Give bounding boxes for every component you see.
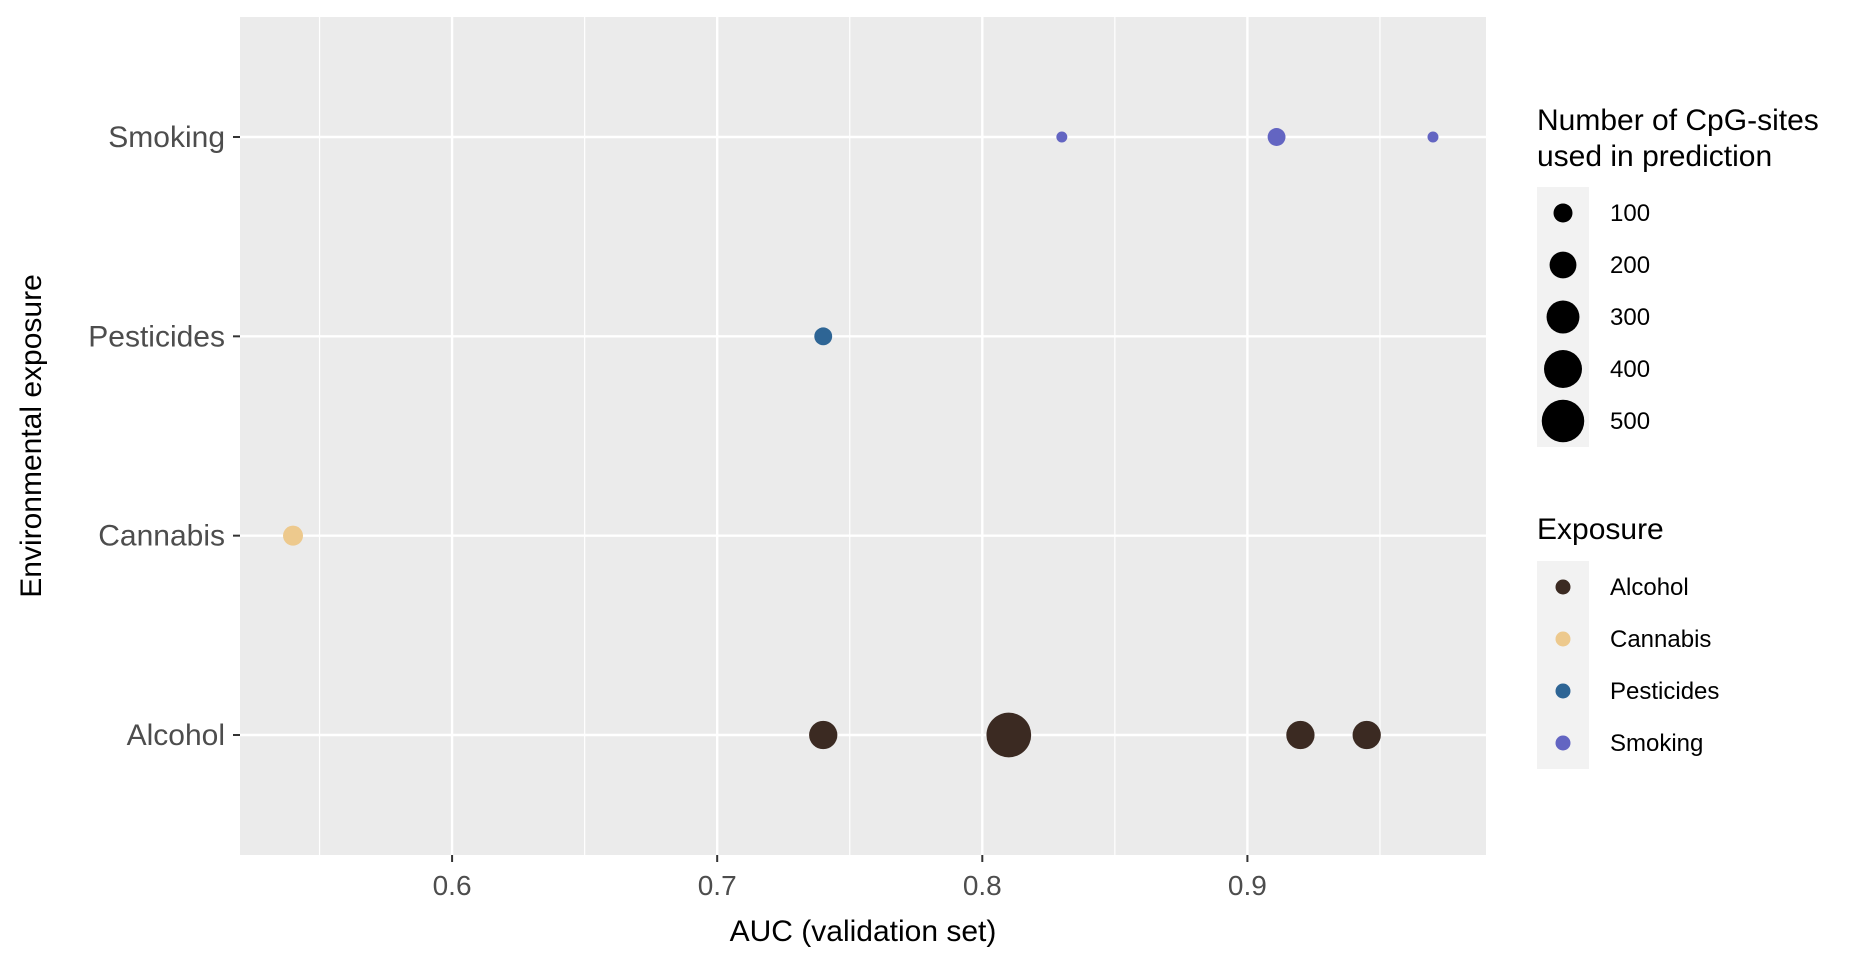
color-legend-label: Alcohol bbox=[1610, 574, 1689, 601]
grid-lines bbox=[240, 17, 1486, 855]
color-legend-label: Smoking bbox=[1610, 730, 1703, 757]
y-tick-label: Pesticides bbox=[88, 320, 225, 353]
color-legend-key bbox=[1555, 631, 1571, 647]
size-legend: Number of CpG-sites used in prediction 1… bbox=[1537, 104, 1819, 447]
x-tick-label: 0.7 bbox=[698, 870, 737, 901]
size-legend-key bbox=[1546, 300, 1580, 334]
data-point-alcohol bbox=[986, 712, 1032, 758]
color-legend: Exposure Alcohol Cannabis Pesticides Smokin… bbox=[1537, 513, 1719, 769]
size-legend-key bbox=[1541, 399, 1585, 443]
x-tick-label: 0.8 bbox=[963, 870, 1002, 901]
size-legend-key bbox=[1544, 350, 1582, 388]
plot-panel bbox=[240, 17, 1486, 855]
x-axis-title: AUC (validation set) bbox=[730, 915, 997, 948]
y-axis-title: Environmental exposure bbox=[15, 274, 48, 598]
y-tick-label: Alcohol bbox=[127, 719, 225, 752]
axes: 0.6 0.7 0.8 0.9 Alcohol Cannabis Pesticides Smo… bbox=[88, 121, 1267, 901]
data-points bbox=[283, 128, 1439, 758]
color-legend-key-background bbox=[1537, 561, 1589, 769]
x-tick-label: 0.9 bbox=[1228, 870, 1267, 901]
data-point-alcohol bbox=[809, 720, 838, 750]
size-legend-label: 400 bbox=[1610, 356, 1650, 383]
size-legend-key bbox=[1549, 251, 1577, 279]
data-point-pesticides bbox=[814, 327, 833, 346]
size-legend-title-line1: Number of CpG-sites bbox=[1537, 104, 1819, 137]
y-tick-label: Cannabis bbox=[98, 520, 225, 553]
data-point-alcohol bbox=[1286, 720, 1315, 750]
data-point-smoking bbox=[1056, 131, 1068, 143]
data-point-cannabis bbox=[283, 525, 304, 546]
color-legend-key bbox=[1555, 735, 1571, 751]
color-legend-label: Cannabis bbox=[1610, 626, 1711, 653]
size-legend-title-line2: used in prediction bbox=[1537, 140, 1772, 173]
size-legend-label: 100 bbox=[1610, 200, 1650, 227]
y-tick-label: Smoking bbox=[108, 121, 225, 154]
size-legend-label: 500 bbox=[1610, 408, 1650, 435]
color-legend-title: Exposure bbox=[1537, 513, 1664, 546]
color-legend-key bbox=[1555, 683, 1571, 699]
color-legend-key bbox=[1555, 579, 1571, 595]
size-legend-label: 300 bbox=[1610, 304, 1650, 331]
color-legend-label: Pesticides bbox=[1610, 678, 1719, 705]
size-legend-label: 200 bbox=[1610, 252, 1650, 279]
data-point-smoking bbox=[1267, 128, 1286, 146]
size-legend-key bbox=[1553, 203, 1573, 223]
data-point-alcohol bbox=[1352, 720, 1381, 750]
data-point-smoking bbox=[1427, 131, 1439, 143]
x-tick-label: 0.6 bbox=[433, 870, 472, 901]
